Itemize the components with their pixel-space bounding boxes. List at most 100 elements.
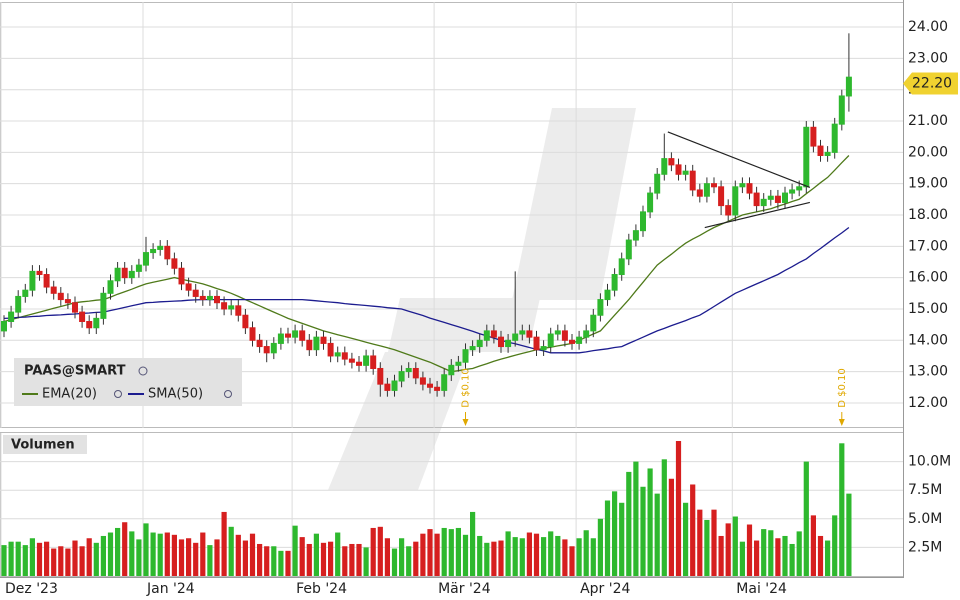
candle-body — [306, 339, 313, 351]
volume-bar — [264, 546, 270, 576]
candle-body — [583, 330, 590, 338]
annotation-arrow-head — [838, 419, 845, 426]
candle-body — [632, 230, 639, 241]
volume-bar — [519, 538, 525, 576]
candle-body — [15, 295, 22, 313]
candle-body — [831, 123, 838, 153]
candle-body — [263, 346, 270, 354]
volume-bar — [349, 543, 355, 576]
volume-bar — [846, 493, 852, 576]
volume-bar — [825, 540, 831, 576]
volume-bar — [44, 541, 50, 576]
candle-body — [1, 321, 7, 332]
volume-bar — [455, 527, 461, 576]
volume-tick-label: 10.0M — [908, 454, 951, 470]
legend-box — [14, 358, 242, 406]
candle-body — [256, 339, 263, 348]
candle-body — [93, 317, 100, 329]
candle-body — [682, 170, 689, 175]
candle-body — [277, 333, 284, 344]
volume-bar — [150, 532, 156, 576]
candle-body — [320, 336, 327, 344]
x-tick-label: Feb '24 — [296, 581, 347, 597]
volume-bar — [462, 534, 469, 576]
candle-body — [242, 314, 249, 329]
volume-bar — [626, 471, 632, 576]
volume-bar — [391, 548, 398, 576]
candle-body — [789, 189, 796, 194]
volume-bar — [633, 461, 639, 576]
candle-body — [391, 380, 398, 391]
volume-tick-label: 5.0M — [908, 511, 942, 527]
volume-bar — [235, 534, 241, 576]
candle-body — [270, 342, 277, 354]
volume-bar — [65, 548, 71, 576]
candle-body — [441, 374, 448, 391]
candle-body — [462, 349, 469, 363]
candle-body — [143, 252, 149, 266]
candle-body — [604, 289, 611, 301]
volume-bar — [690, 484, 696, 576]
volume-bar — [306, 543, 312, 576]
volume-bar — [58, 546, 64, 576]
volume-bar — [569, 546, 575, 576]
volume-bar — [789, 543, 795, 576]
volume-bar — [768, 530, 774, 576]
volume-bar — [817, 535, 824, 576]
candle-body — [341, 352, 348, 360]
volume-bar — [832, 515, 838, 576]
volume-bar — [129, 531, 135, 576]
volume-bar — [143, 523, 149, 576]
volume-bar — [115, 527, 121, 576]
candle-body — [824, 151, 831, 156]
volume-bar — [15, 541, 21, 576]
annotation: D $0.10 — [461, 368, 472, 408]
indicator-line — [3, 226, 850, 354]
y-tick-label: 15.00 — [908, 301, 948, 317]
volume-bar — [448, 529, 454, 576]
candle-body — [57, 292, 64, 301]
x-tick-label: Mär '24 — [438, 581, 491, 597]
volume-bar — [178, 539, 185, 576]
volume-bar — [171, 534, 177, 576]
volume-bar — [597, 518, 603, 576]
y-tick-label: 16.00 — [908, 270, 948, 286]
candle-body — [647, 192, 654, 213]
candle-body — [214, 295, 220, 304]
legend-title: PAAS@SMART — [24, 364, 126, 379]
candle-body — [86, 321, 93, 329]
legend-icon — [114, 390, 122, 398]
volume-bar — [22, 545, 28, 576]
volume-bar — [704, 519, 710, 576]
candle-body — [135, 264, 142, 272]
volume-bar — [86, 538, 92, 576]
volume-bar — [406, 546, 412, 576]
candle-body — [313, 336, 320, 351]
candle-body — [760, 198, 767, 207]
volume-bar — [363, 547, 369, 576]
volume-bar — [328, 541, 334, 576]
volume-bar — [697, 509, 703, 576]
volume-bar — [683, 502, 689, 576]
candle-body — [412, 367, 419, 379]
candle-body — [640, 211, 646, 232]
candle-body — [50, 286, 57, 294]
candle-body — [448, 364, 455, 376]
candle-body — [64, 299, 71, 304]
candle-body — [370, 355, 377, 369]
volume-bar — [746, 524, 753, 576]
volume-bar — [356, 543, 362, 576]
volume-bar — [221, 511, 227, 576]
candle-body — [838, 95, 845, 125]
volume-bar — [8, 541, 14, 576]
candle-body — [661, 158, 668, 175]
volume-bar — [79, 546, 85, 576]
volume-bar — [661, 459, 667, 576]
volume-bar — [583, 530, 589, 576]
candle-body — [753, 192, 760, 207]
candle-body — [554, 330, 561, 335]
last-price-label: 22.20 — [912, 75, 952, 91]
candle-body — [8, 311, 15, 322]
volume-bar — [292, 525, 298, 576]
volume-bar — [271, 546, 277, 576]
